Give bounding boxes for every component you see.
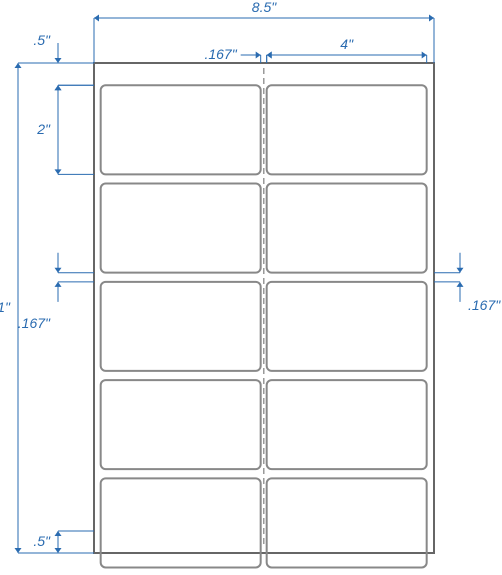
dimension-text: .167" (18, 315, 51, 331)
label-cell (267, 85, 427, 174)
dimension-horizontal: 8.5" (94, 0, 434, 63)
arrowhead (15, 63, 22, 68)
label-cell (267, 478, 427, 567)
dimension-text: 2" (36, 121, 51, 137)
arrowhead (55, 169, 62, 174)
arrowhead (457, 282, 464, 287)
arrowhead (457, 268, 464, 273)
dimension-horizontal: 4" (267, 36, 427, 63)
arrowhead (55, 268, 62, 273)
arrowhead (267, 52, 272, 59)
dimension-vertical-small: .167" (18, 253, 62, 331)
label-cell (267, 282, 427, 371)
arrowhead (55, 531, 62, 536)
dimension-text: .5" (33, 533, 51, 549)
label-cell (101, 478, 261, 567)
dimension-vertical-small: .167" (457, 253, 502, 313)
label-cell (267, 380, 427, 469)
arrowhead (55, 282, 62, 287)
dimension-vertical: 2" (36, 85, 94, 174)
arrowhead (55, 58, 62, 63)
dimension-horizontal-small: .167" (204, 46, 286, 62)
label-cell (101, 85, 261, 174)
dimension-text: 11" (0, 299, 11, 315)
label-cell (101, 282, 261, 371)
dimension-text: .167" (468, 297, 501, 313)
dimension-vertical-small: .5" (33, 531, 61, 553)
dimension-vertical-small: .5" (33, 32, 61, 105)
dimension-text: 8.5" (252, 0, 277, 15)
dimension-text: .167" (204, 46, 237, 62)
arrowhead (55, 85, 62, 90)
label-cell (101, 184, 261, 273)
arrowhead (429, 15, 434, 22)
label-cell (101, 380, 261, 469)
label-cell (267, 184, 427, 273)
arrowhead (94, 15, 99, 22)
arrowhead (15, 548, 22, 553)
arrowhead (55, 548, 62, 553)
dimension-text: 4" (340, 36, 354, 52)
arrowhead (422, 52, 427, 59)
arrowhead (256, 52, 261, 59)
dimension-text: .5" (33, 32, 51, 48)
